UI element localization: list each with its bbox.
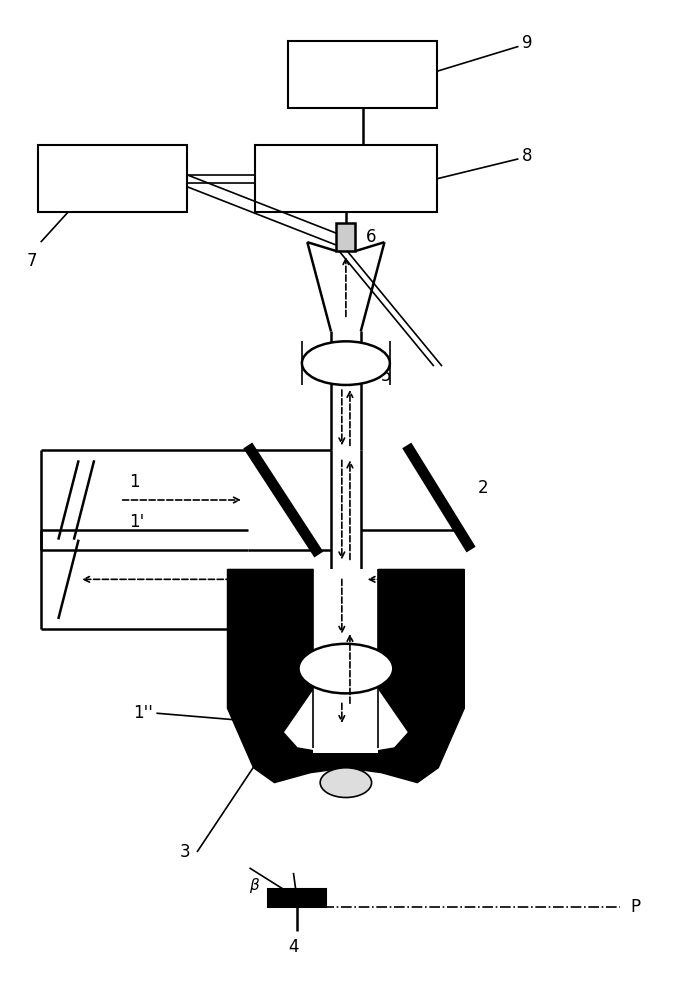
- Bar: [288, 41, 437, 108]
- Text: β: β: [249, 878, 259, 893]
- Text: 5: 5: [381, 367, 392, 385]
- Bar: [314, 569, 378, 753]
- Text: 3: 3: [180, 843, 190, 861]
- Polygon shape: [227, 569, 464, 783]
- Bar: [38, 145, 187, 212]
- Ellipse shape: [320, 768, 371, 798]
- Bar: [255, 145, 437, 212]
- Text: 7: 7: [27, 252, 37, 270]
- Ellipse shape: [302, 341, 390, 385]
- Text: 1': 1': [129, 513, 145, 531]
- Ellipse shape: [299, 644, 393, 693]
- Text: 2: 2: [478, 479, 488, 497]
- Bar: [268, 889, 325, 907]
- Text: P: P: [630, 898, 640, 916]
- Text: 4: 4: [288, 938, 299, 956]
- Text: 1: 1: [129, 473, 140, 491]
- Text: 9: 9: [522, 34, 532, 52]
- Text: 6: 6: [366, 228, 376, 246]
- Text: 1'': 1'': [133, 704, 153, 722]
- Text: 8: 8: [522, 147, 532, 165]
- Bar: [336, 223, 356, 251]
